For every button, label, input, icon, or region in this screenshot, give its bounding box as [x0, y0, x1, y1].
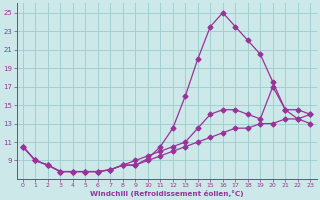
X-axis label: Windchill (Refroidissement éolien,°C): Windchill (Refroidissement éolien,°C): [90, 190, 244, 197]
